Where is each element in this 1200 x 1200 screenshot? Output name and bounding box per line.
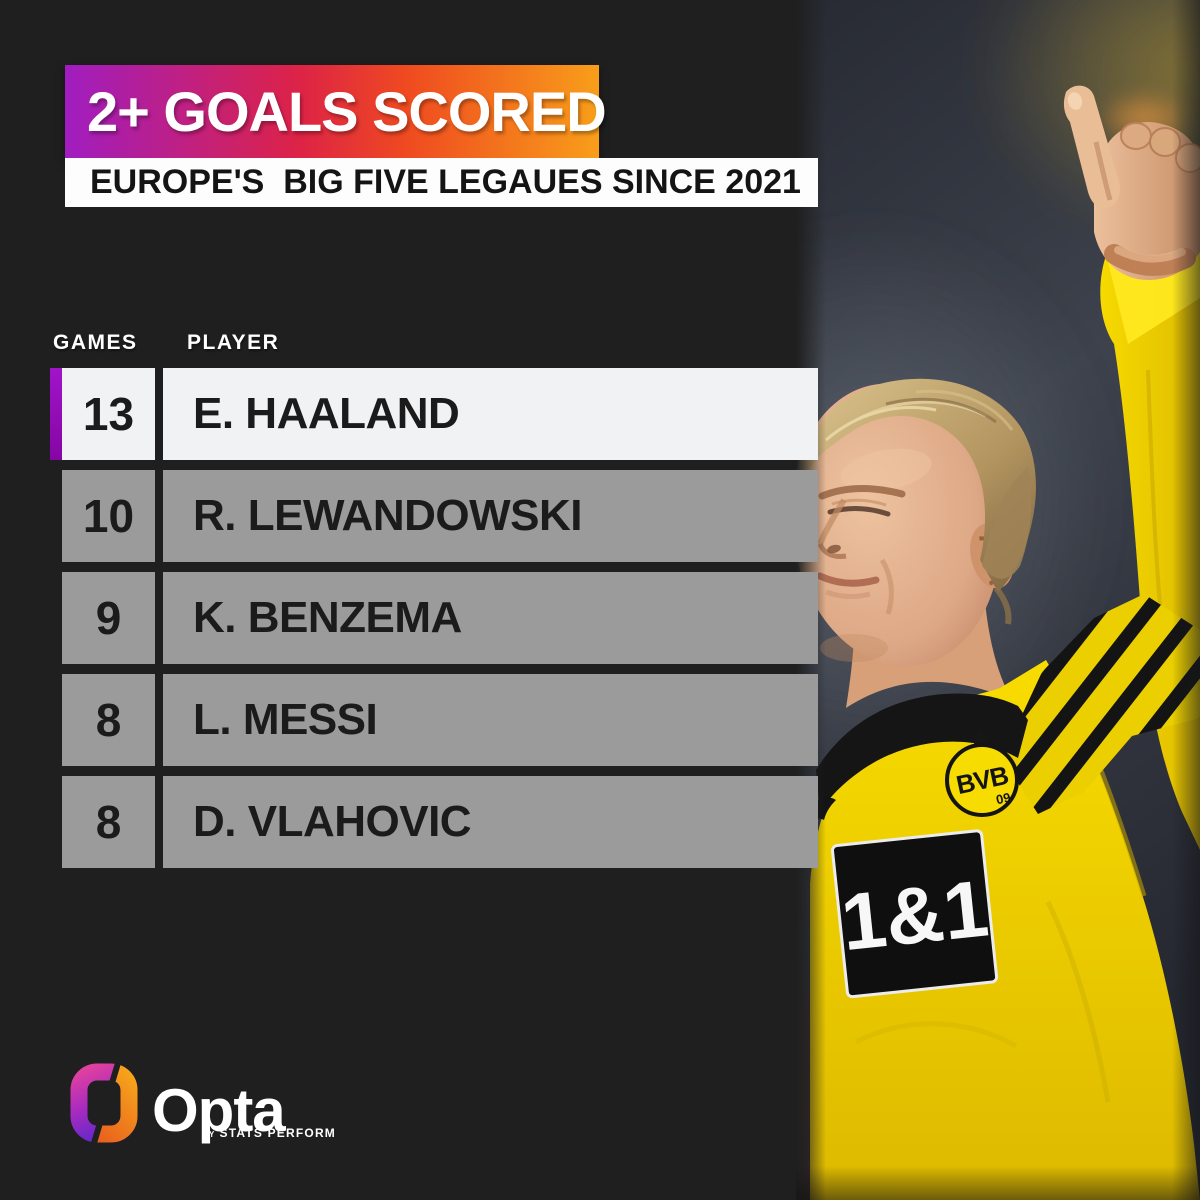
table-row: 8 D. VLAHOVIC [50,776,818,868]
row-player-name: K. BENZEMA [163,572,818,664]
title-banner: 2+ GOALS SCORED [65,65,607,158]
player-photo: BVB 09 1&1 [796,0,1200,1200]
highlight-bar [50,470,62,562]
column-header-player: PLAYER [187,331,280,354]
bvb-badge-icon: BVB 09 [945,743,1019,817]
hair [800,378,1036,592]
highlight-bar [50,368,62,460]
table-row: 13 E. HAALAND [50,368,818,460]
subtitle-banner: EUROPE'S BIG FIVE LEGAUES SINCE 2021 [65,158,818,207]
jersey-collar [816,693,1028,812]
table-row: 10 R. LEWANDOWSKI [50,470,818,562]
highlight-bar [50,572,62,664]
shoulder-stripes [1002,594,1200,814]
brand-name: Opta [152,1077,286,1144]
brand-sub-label: STATS PERFORM [219,1126,337,1140]
opta-logo-icon [70,1063,138,1143]
row-games-value: 8 [62,776,155,868]
page-title: 2+ GOALS SCORED [87,80,607,143]
row-games-value: 8 [62,674,155,766]
table-row: 9 K. BENZEMA [50,572,818,664]
brand-subtitle: BY STATS PERFORM [202,1126,336,1140]
photo-bottom-vignette [796,1166,1200,1200]
player-head [796,378,1036,667]
row-player-name: D. VLAHOVIC [163,776,818,868]
badge-year: 09 [995,790,1012,808]
highlight-bar [50,776,62,868]
table-row: 8 L. MESSI [50,674,818,766]
sponsor-text: 1&1 [837,863,992,967]
row-games-value: 10 [62,470,155,562]
sponsor-patch: 1&1 [830,829,999,999]
brand-by-label: BY [202,1130,216,1139]
eyebrow [818,485,906,500]
row-player-name: R. LEWANDOWSKI [163,470,818,562]
shaved-side [982,466,1032,579]
row-games-value: 9 [62,572,155,664]
row-player-name: L. MESSI [163,674,818,766]
column-header-games: GAMES [53,331,138,354]
row-games-value: 13 [62,368,155,460]
photo-right-vignette [1172,0,1200,1200]
highlight-bar [50,674,62,766]
table-rows: 13 E. HAALAND 10 R. LEWANDOWSKI 9 K. BEN… [50,368,818,878]
page-subtitle: EUROPE'S BIG FIVE LEGAUES SINCE 2021 [90,163,801,201]
player-photo-art: BVB 09 1&1 [796,0,1200,1200]
row-player-name: E. HAALAND [163,368,818,460]
